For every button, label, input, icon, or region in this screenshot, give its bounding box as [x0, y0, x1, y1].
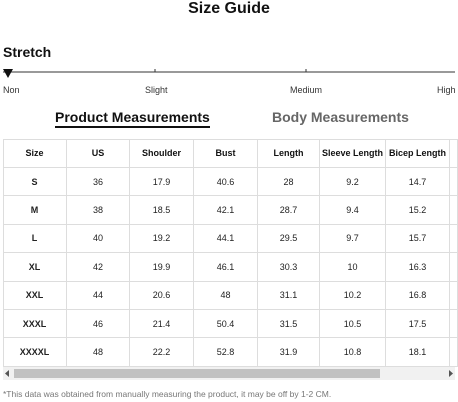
cell: [450, 310, 458, 339]
cell: XXXL: [3, 310, 67, 339]
header-cell: Length: [258, 139, 320, 168]
cell: 19.9: [130, 253, 194, 282]
stretch-scale: [3, 69, 455, 78]
stretch-level: Non: [3, 85, 20, 95]
cell: 28.7: [258, 196, 320, 225]
cell: 48: [67, 338, 130, 367]
header-cell: [450, 139, 458, 168]
cell: 42.1: [194, 196, 258, 225]
cell: 31.9: [258, 338, 320, 367]
cell: 38: [67, 196, 130, 225]
cell: 14.7: [386, 168, 450, 197]
header-cell: Size: [3, 139, 67, 168]
stretch-level: Slight: [145, 85, 168, 95]
stretch-level: Medium: [290, 85, 323, 95]
cell: 10: [320, 253, 386, 282]
cell: 10.2: [320, 281, 386, 310]
title: Size Guide: [188, 0, 270, 17]
header-cell: Shoulder: [130, 139, 194, 168]
header-cell: US: [67, 139, 130, 168]
cell: [450, 224, 458, 254]
cell: 29.5: [258, 224, 320, 254]
cell: 10.8: [320, 338, 386, 367]
cell: 46.1: [194, 253, 258, 282]
note: *This data was obtained from manually me…: [3, 389, 332, 399]
cell: 9.7: [320, 224, 386, 254]
cell: M: [3, 196, 67, 225]
cell: [450, 281, 458, 310]
tab-active[interactable]: Product Measurements: [55, 109, 210, 128]
cell: 21.4: [130, 310, 194, 339]
cell: S: [3, 168, 67, 197]
cell: 28: [258, 168, 320, 197]
stretch-label: Stretch: [3, 44, 52, 60]
cell: 9.4: [320, 196, 386, 225]
cell: 50.4: [194, 310, 258, 339]
cell: 22.2: [130, 338, 194, 367]
cell: 46: [67, 310, 130, 339]
cell: XL: [3, 253, 67, 282]
cell: 42: [67, 253, 130, 282]
cell: 36: [67, 168, 130, 197]
cell: 30.3: [258, 253, 320, 282]
stretch-level: High: [437, 85, 456, 95]
header-cell: Bicep Length: [386, 139, 450, 168]
cell: 31.5: [258, 310, 320, 339]
cell: 16.3: [386, 253, 450, 282]
cell: 40: [67, 224, 130, 254]
cell: 44.1: [194, 224, 258, 254]
cell: 52.8: [194, 338, 258, 367]
header-cell: Bust: [194, 139, 258, 168]
cell: 18.5: [130, 196, 194, 225]
cell: 19.2: [130, 224, 194, 254]
table-border: [3, 139, 458, 140]
cell: L: [3, 224, 67, 254]
scrollbar[interactable]: [0, 367, 458, 381]
cell: 18.1: [386, 338, 450, 367]
cell: 9.2: [320, 168, 386, 197]
cell: [450, 253, 458, 282]
cell: XXL: [3, 281, 67, 310]
tab[interactable]: Body Measurements: [272, 109, 409, 125]
cell: 20.6: [130, 281, 194, 310]
cell: 31.1: [258, 281, 320, 310]
cell: 44: [67, 281, 130, 310]
cell: [450, 338, 458, 367]
cell: 17.9: [130, 168, 194, 197]
cell: 15.7: [386, 224, 450, 254]
cell: XXXXL: [3, 338, 67, 367]
cell: [450, 196, 458, 225]
cell: 15.2: [386, 196, 450, 225]
cell: 17.5: [386, 310, 450, 339]
header-cell: Sleeve Length: [320, 139, 386, 168]
cell: 10.5: [320, 310, 386, 339]
cell: 48: [194, 281, 258, 310]
cell: 16.8: [386, 281, 450, 310]
cell: 40.6: [194, 168, 258, 197]
cell: [450, 168, 458, 197]
